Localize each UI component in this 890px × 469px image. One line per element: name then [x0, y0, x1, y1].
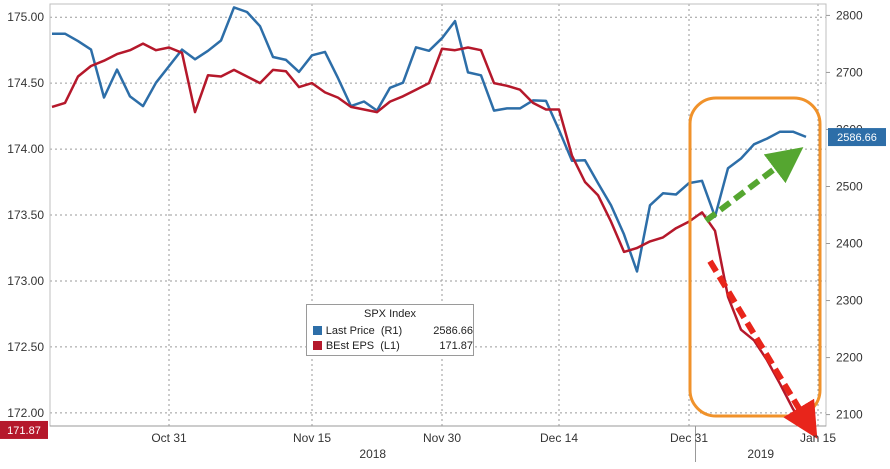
y-right-tick-label: 2300 — [836, 294, 863, 308]
y-right-tick-label: 2700 — [836, 65, 863, 79]
y-right-tick-label: 2200 — [836, 351, 863, 365]
y-left-tick-label: 172.00 — [7, 406, 44, 420]
series-line-best-eps — [51, 42, 808, 431]
legend-entry-best-eps: BEst EPS (L1) 171.87 — [307, 338, 473, 353]
y-left-tick-label: 173.50 — [7, 208, 44, 222]
legend-label-best-eps: BEst EPS (L1) — [325, 339, 400, 352]
legend: SPX Index Last Price (R1) 2586.66 BEst E… — [306, 304, 474, 356]
x-tick-label: Dec 31 — [670, 431, 708, 445]
y-left-tick-label: 174.00 — [7, 142, 44, 156]
y-right-tick-label: 2100 — [836, 408, 863, 422]
series-line-last-price — [52, 6, 807, 273]
y-left-tick-label: 175.00 — [7, 10, 44, 24]
highlight-box — [688, 96, 822, 418]
green-arrow — [704, 147, 804, 224]
year-label-2018: 2018 — [359, 447, 386, 461]
legend-swatch-best-eps — [313, 341, 322, 350]
x-tick-label: Nov 30 — [423, 431, 461, 445]
y-left-tick-label: 172.50 — [7, 340, 44, 354]
legend-title: SPX Index — [364, 308, 416, 320]
legend-label-last-price: Last Price (R1) — [325, 324, 403, 337]
last-value-text-right: 2586.66 — [837, 132, 877, 144]
y-right-tick-label: 2800 — [836, 8, 863, 22]
legend-entry-last-price: Last Price (R1) 2586.66 — [307, 323, 473, 338]
y-left-tick-label: 174.50 — [7, 76, 44, 90]
red-arrow — [707, 259, 818, 439]
last-value-tag-left — [0, 420, 48, 439]
x-tick-label: Oct 31 — [151, 431, 187, 445]
last-value-tag-right — [828, 128, 886, 147]
y-right-tick-label: 2400 — [836, 237, 863, 251]
legend-value-last-price: 2586.66 — [433, 324, 473, 337]
y-right-tick-label: 2500 — [836, 179, 863, 193]
x-tick-label: Jan 15 — [800, 431, 836, 445]
x-tick-label: Dec 14 — [540, 431, 578, 445]
legend-value-best-eps: 171.87 — [439, 339, 473, 352]
legend-swatch-last-price — [313, 326, 322, 335]
x-tick-label: Nov 15 — [293, 431, 331, 445]
year-label-2019: 2019 — [747, 447, 774, 461]
last-value-text-left: 171.87 — [7, 425, 41, 437]
y-left-tick-label: 173.00 — [7, 274, 44, 288]
